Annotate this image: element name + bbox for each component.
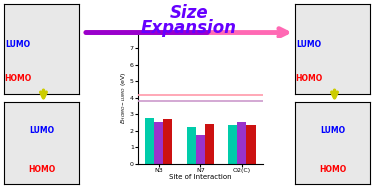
Text: HOMO: HOMO xyxy=(295,74,322,83)
Legend: G-C, G-xC, xG-C, GC-Au, GxC-Au, xGC-Au: G-C, G-xC, xG-C, GC-Au, GxC-Au, xGC-Au xyxy=(299,32,329,65)
Text: LUMO: LUMO xyxy=(5,40,30,49)
Text: Expansion: Expansion xyxy=(141,19,237,37)
Bar xyxy=(246,125,256,164)
Bar xyxy=(196,135,205,164)
Bar xyxy=(205,124,214,164)
Text: Size: Size xyxy=(170,5,208,22)
Bar xyxy=(237,122,246,164)
Bar xyxy=(145,118,154,164)
Bar xyxy=(163,119,172,164)
FancyArrowPatch shape xyxy=(86,29,287,36)
Y-axis label: $E_{HOMO-LUMO}$ (eV): $E_{HOMO-LUMO}$ (eV) xyxy=(119,71,129,124)
Bar xyxy=(187,127,196,164)
FancyArrowPatch shape xyxy=(41,90,46,98)
Bar xyxy=(228,125,237,164)
Text: LUMO: LUMO xyxy=(29,126,54,135)
Text: HOMO: HOMO xyxy=(28,165,55,174)
Text: HOMO: HOMO xyxy=(4,74,31,83)
Text: HOMO: HOMO xyxy=(319,165,346,174)
Text: LUMO: LUMO xyxy=(296,40,321,49)
Bar xyxy=(154,122,163,164)
X-axis label: Site of Interaction: Site of Interaction xyxy=(169,174,232,180)
Text: LUMO: LUMO xyxy=(320,126,345,135)
FancyArrowPatch shape xyxy=(332,90,337,98)
